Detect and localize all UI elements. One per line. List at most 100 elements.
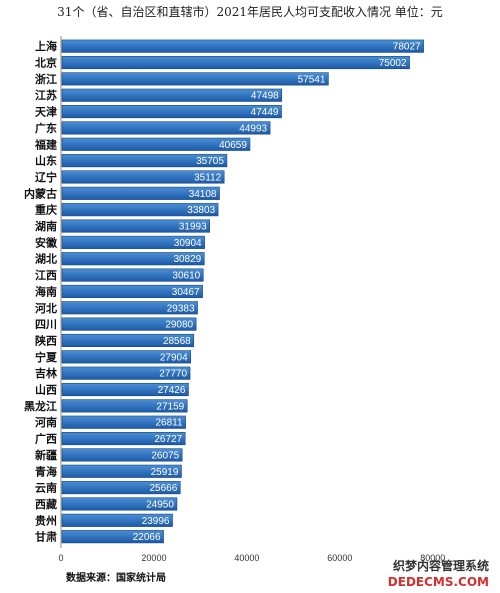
bar: [61, 203, 219, 217]
value-label: 25919: [151, 467, 179, 478]
bar: [61, 55, 410, 70]
bar: [61, 366, 191, 380]
category-label: 辽宁: [35, 170, 57, 184]
bar: [61, 317, 197, 331]
bar: [61, 72, 329, 86]
value-label: 35112: [194, 172, 222, 183]
value-label: 78027: [393, 42, 421, 53]
category-label: 湖北: [35, 252, 57, 266]
category-label: 内蒙古: [24, 186, 57, 200]
category-label: 新疆: [35, 448, 57, 462]
bar: [61, 219, 210, 233]
bar: [61, 170, 225, 184]
category-label: 重庆: [35, 203, 57, 217]
category-label: 福建: [34, 137, 58, 151]
value-label: 29080: [165, 320, 193, 331]
value-label: 34108: [189, 189, 217, 200]
bar: [61, 432, 186, 446]
value-label: 44993: [239, 123, 267, 134]
value-label: 26811: [156, 418, 184, 429]
bar: [61, 415, 186, 429]
category-label: 云南: [35, 481, 57, 495]
bar: [61, 301, 198, 315]
bars-layer: 上海 78027 北京 75002 浙江 57541 江苏 47498 天津 47449 广东 449…: [24, 39, 424, 544]
value-label: 47449: [251, 107, 279, 118]
category-label: 山东: [35, 154, 57, 168]
category-label: 江西: [35, 268, 57, 282]
value-label: 27770: [159, 369, 187, 380]
value-label: 28568: [163, 336, 191, 347]
x-tick-label: 0: [58, 553, 63, 563]
value-label: 75002: [379, 58, 407, 69]
value-label: 26727: [154, 434, 182, 445]
x-tick-label: 80000: [420, 553, 445, 563]
value-label: 27904: [160, 352, 188, 363]
category-label: 广东: [35, 121, 57, 135]
watermark-line2: DEDECMS.COM: [388, 575, 489, 589]
bar: [61, 186, 220, 200]
bar: [61, 497, 178, 511]
bar: [61, 39, 424, 53]
x-axis-ticks: 0 20000 40000 60000 80000: [58, 553, 445, 563]
category-label: 甘肃: [35, 530, 57, 544]
category-label: 安徽: [35, 235, 58, 249]
category-label: 湖南: [35, 219, 57, 233]
value-label: 30904: [174, 238, 202, 249]
value-label: 57541: [298, 74, 326, 85]
bar: [61, 481, 181, 495]
category-label: 江苏: [35, 88, 57, 102]
category-label: 青海: [35, 464, 57, 478]
category-label: 浙江: [35, 72, 57, 86]
value-label: 29383: [167, 303, 195, 314]
bar: [61, 154, 228, 168]
value-label: 23996: [142, 516, 170, 527]
value-label: 35705: [196, 156, 224, 167]
category-label: 河北: [35, 301, 57, 315]
value-label: 25666: [149, 483, 177, 494]
value-label: 27159: [156, 401, 184, 412]
value-label: 22066: [133, 532, 161, 543]
category-label: 天津: [35, 105, 57, 119]
chart-title: 31个（省、自治区和直辖市）2021年居民人均可支配收入情况 单位：元: [57, 4, 443, 19]
bar: [61, 530, 164, 544]
value-label: 30610: [172, 271, 200, 282]
x-tick-label: 40000: [234, 553, 259, 563]
value-label: 47498: [251, 91, 279, 102]
bar: [61, 105, 282, 119]
bar: [61, 284, 203, 298]
category-label: 宁夏: [35, 350, 58, 364]
value-label: 31993: [179, 222, 207, 233]
x-tick-label: 20000: [141, 553, 166, 563]
category-label: 山西: [35, 383, 57, 397]
category-label: 河南: [35, 415, 57, 429]
bar: [61, 88, 283, 102]
category-label: 四川: [35, 318, 57, 331]
bar: [61, 464, 182, 478]
bar: [61, 513, 173, 527]
value-label: 27426: [158, 385, 186, 396]
bar: [61, 235, 205, 249]
watermark-line1: 织梦内容管理系统: [393, 558, 489, 573]
category-label: 贵州: [35, 513, 57, 527]
category-label: 海南: [35, 284, 57, 298]
watermark: 织梦内容管理系统 DEDECMS.COM: [388, 558, 489, 589]
x-tick-label: 60000: [327, 553, 352, 563]
category-label: 吉林: [35, 366, 57, 380]
bar: [61, 350, 191, 364]
bar: [61, 382, 189, 397]
value-label: 30829: [173, 254, 201, 265]
category-label: 黑龙江: [24, 399, 57, 413]
category-label: 上海: [35, 39, 57, 53]
bar: [61, 121, 271, 135]
value-label: 26075: [151, 450, 179, 461]
bar: [61, 137, 251, 151]
value-label: 40659: [219, 140, 247, 151]
bar: [61, 448, 183, 462]
category-label: 广西: [35, 432, 57, 446]
bar: [61, 333, 195, 348]
bar: [61, 399, 188, 413]
category-label: 西藏: [35, 497, 57, 511]
category-label: 北京: [35, 56, 57, 70]
value-label: 30467: [172, 287, 200, 298]
